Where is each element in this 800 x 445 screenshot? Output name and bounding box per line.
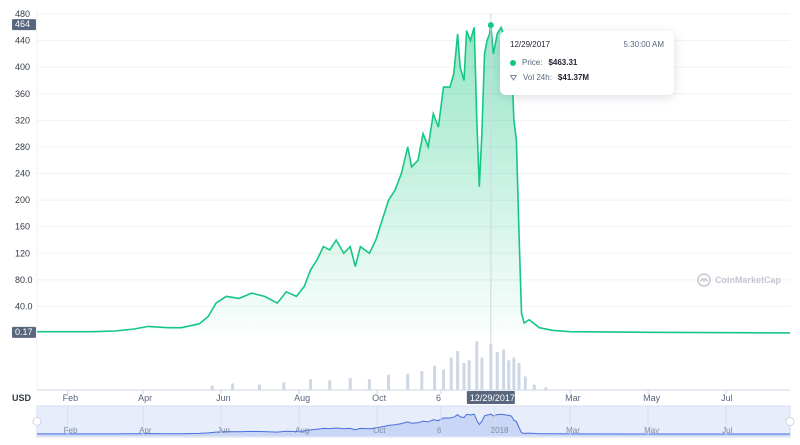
x-tick-label: Apr — [138, 393, 152, 403]
y-tick-label: 240 — [15, 169, 30, 179]
x-tick-label: Jun — [216, 393, 231, 403]
current-value-label: 0.17 — [15, 327, 33, 337]
navigator-right-handle[interactable] — [785, 417, 795, 426]
y-tick-label: 360 — [15, 89, 30, 99]
volume-bar — [231, 383, 235, 390]
volume-bar — [480, 357, 484, 390]
y-tick-label: 480 — [15, 9, 30, 19]
volume-bar — [462, 363, 466, 390]
date-axis: Feb Apr Jun Aug Oct 6 Mar May Jul — [63, 390, 733, 403]
current-value-badge: 0.17 — [12, 326, 36, 338]
volume-bar — [406, 373, 410, 390]
volume-bar — [257, 384, 261, 390]
volume-bar — [507, 360, 511, 390]
navigator-tick-label: Oct — [373, 426, 386, 435]
x-tick-label: 6 — [436, 393, 441, 403]
hover-point — [487, 22, 494, 29]
volume-bar — [309, 379, 313, 390]
volume-chevron-icon — [510, 74, 517, 81]
volume-bars — [210, 341, 548, 390]
volume-bar — [367, 379, 371, 390]
navigator-axis: Feb Apr Jun Aug Oct 6 2018 Mar May Jul — [64, 406, 733, 437]
x-tick-label: May — [643, 393, 661, 403]
volume-bar — [348, 378, 352, 390]
tooltip-date: 12/29/2017 — [510, 40, 551, 49]
x-tick-label: Oct — [372, 393, 387, 403]
volume-bar — [387, 374, 391, 390]
volume-bar — [532, 384, 536, 390]
tooltip-volume-value: $41.37M — [557, 73, 590, 82]
volume-bar — [449, 357, 453, 390]
currency-label: USD — [12, 393, 32, 403]
navigator-tick-label: 2018 — [491, 426, 509, 435]
volume-bar — [517, 363, 521, 390]
y-tick-label: 400 — [15, 62, 30, 72]
price-tooltip: 12/29/2017 5:30:00 AM Price: $463.31 Vol… — [500, 31, 674, 95]
watermark-text: CoinMarketCap — [715, 275, 782, 285]
price-dot-icon — [510, 59, 516, 66]
y-tick-label: 80.0 — [15, 275, 33, 285]
navigator-line — [37, 413, 790, 435]
volume-bar — [433, 365, 437, 390]
tooltip-price-row: Price: $463.31 — [510, 58, 577, 67]
price-axis: 40.0 80.0 120 160 200 240 280 320 360 400 440 480 — [15, 9, 33, 311]
volume-bar — [475, 341, 479, 390]
navigator-tick-label: Apr — [139, 426, 152, 435]
coinmarketcap-logo-icon — [697, 273, 711, 287]
coinmarketcap-watermark: CoinMarketCap — [697, 273, 781, 287]
volume-bar — [467, 360, 471, 390]
volume-bar — [495, 352, 499, 390]
volume-bar — [282, 382, 286, 390]
hover-value-label: 464 — [15, 19, 30, 29]
volume-bar — [442, 369, 446, 390]
y-tick-label: 440 — [15, 36, 30, 46]
tooltip-price-label: Price: — [522, 58, 543, 67]
navigator-left-handle[interactable] — [32, 417, 42, 426]
volume-bar — [512, 357, 516, 390]
y-tick-label: 320 — [15, 115, 30, 125]
navigator-tick-label: Mar — [566, 426, 580, 435]
hover-value-badge: 464 — [12, 19, 36, 31]
navigator-tick-label: Aug — [295, 426, 309, 435]
y-tick-label: 40.0 — [15, 301, 33, 311]
volume-bar — [502, 349, 506, 390]
tooltip-time: 5:30:00 AM — [623, 40, 664, 49]
navigator-tick-label: Feb — [64, 426, 78, 435]
navigator-tick-label: Jun — [217, 426, 230, 435]
range-navigator[interactable]: Feb Apr Jun Aug Oct 6 2018 Mar May Jul — [32, 405, 795, 438]
volume-bar — [420, 371, 424, 390]
price-area — [37, 25, 790, 333]
y-tick-label: 160 — [15, 222, 30, 232]
x-tick-label: Aug — [294, 393, 310, 403]
navigator-tick-label: Jul — [722, 426, 732, 435]
navigator-tick-label: May — [644, 426, 659, 435]
hover-date-label: 12/29/2017 — [470, 393, 515, 403]
tooltip-volume-label: Vol 24h: — [523, 73, 552, 82]
y-tick-label: 280 — [15, 142, 30, 152]
tooltip-price-value: $463.31 — [548, 58, 578, 67]
tooltip-volume-row: Vol 24h: $41.37M — [510, 73, 589, 82]
x-tick-label: Jul — [721, 393, 733, 403]
volume-bar — [523, 376, 527, 390]
navigator-tick-label: 6 — [437, 426, 442, 435]
y-tick-label: 200 — [15, 195, 30, 205]
navigator-area — [37, 414, 790, 436]
volume-bar — [544, 387, 548, 390]
volume-bar — [456, 351, 460, 390]
x-tick-label: Feb — [63, 393, 79, 403]
y-tick-label: 120 — [15, 248, 30, 258]
volume-bar — [210, 385, 214, 390]
volume-bar — [328, 380, 332, 390]
hover-date-badge: 12/29/2017 — [466, 391, 515, 404]
x-tick-label: Mar — [565, 393, 581, 403]
